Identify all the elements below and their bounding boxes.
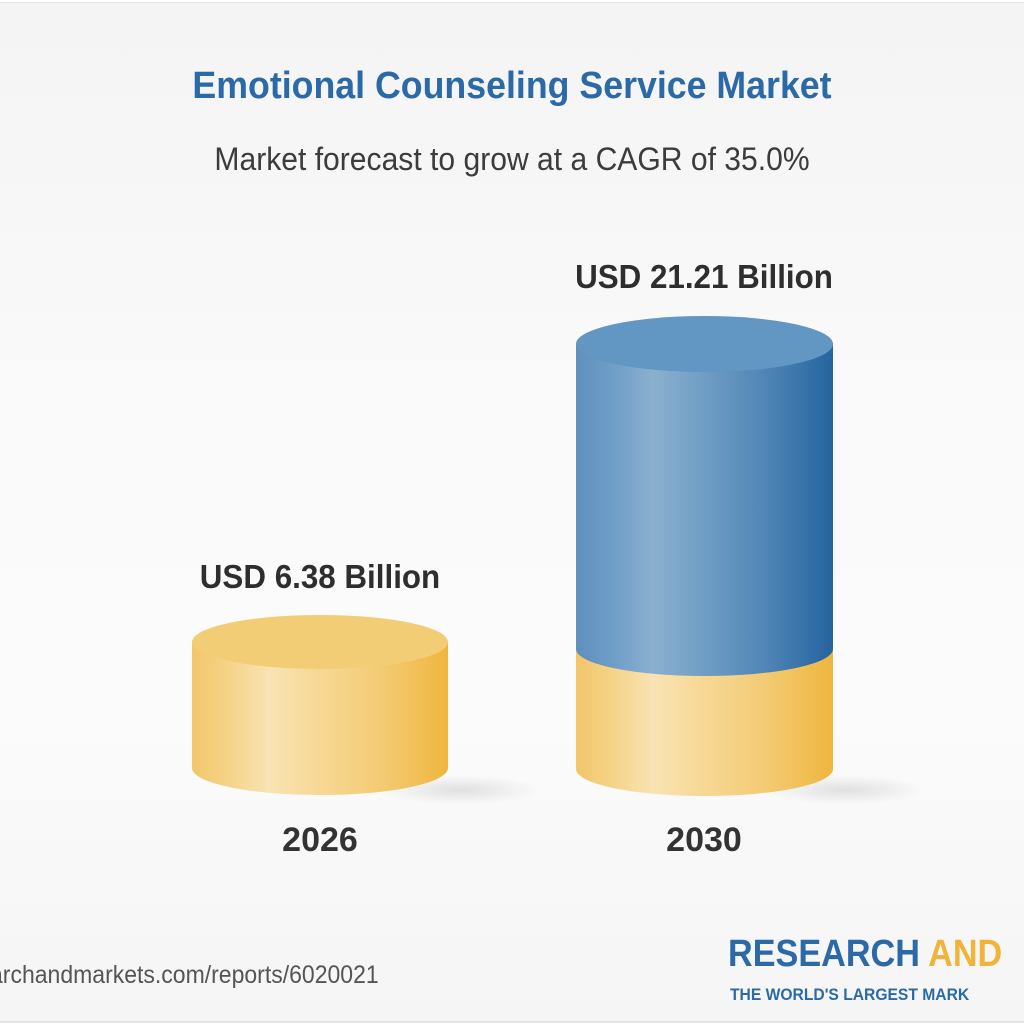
source-url[interactable]: archandmarkets.com/reports/6020021 xyxy=(0,961,379,989)
brand-main: RESEARCH xyxy=(728,933,929,975)
chart-title: Emotional Counseling Service Market xyxy=(192,65,832,107)
value-label-2030: USD 21.21 Billion xyxy=(575,258,833,295)
brand-accent: AND xyxy=(928,933,1003,975)
bar-2026 xyxy=(192,615,448,795)
year-label-2030: 2030 xyxy=(666,821,742,859)
brand-logo: RESEARCH AND xyxy=(728,933,1002,976)
cylinder-top xyxy=(576,316,833,372)
brand-tagline: THE WORLD'S LARGEST MARK xyxy=(730,985,970,1004)
cylinder-body xyxy=(576,343,833,649)
chart-subtitle: Market forecast to grow at a CAGR of 35.… xyxy=(214,141,810,177)
year-label-2026: 2026 xyxy=(282,821,358,859)
bar-2030 xyxy=(576,316,833,796)
value-label-2026: USD 6.38 Billion xyxy=(199,558,441,595)
cylinder-top xyxy=(192,615,448,669)
